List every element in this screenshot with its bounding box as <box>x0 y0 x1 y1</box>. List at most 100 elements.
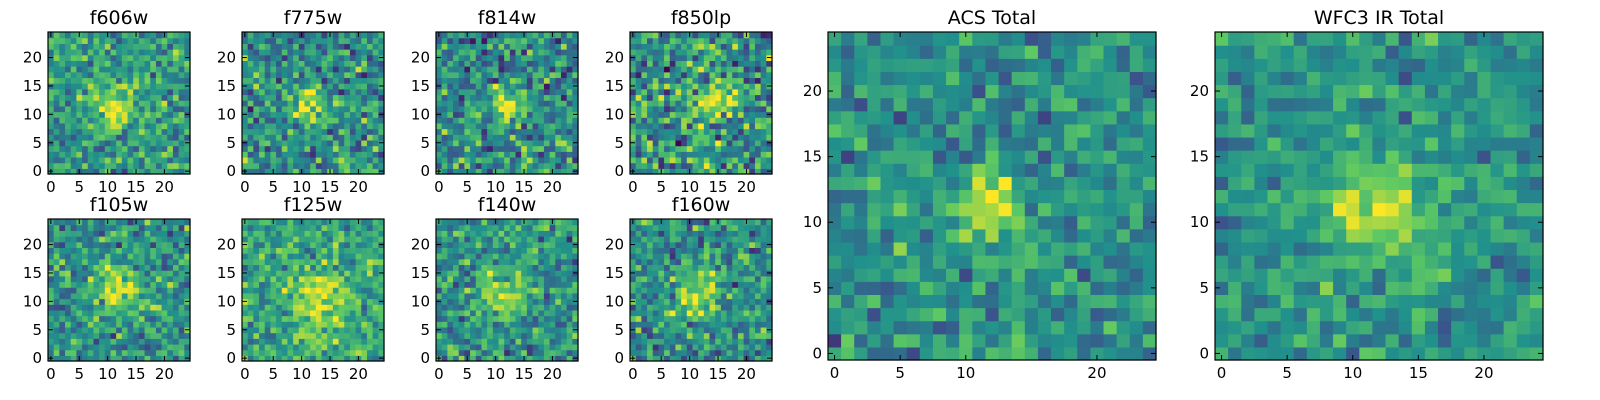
heatmap-cell <box>681 321 688 328</box>
heatmap-cell <box>560 281 568 288</box>
x-tick-label: 10 <box>292 178 311 196</box>
heatmap-cell <box>344 145 351 152</box>
heatmap-cell <box>93 54 100 61</box>
heatmap-cell <box>675 298 682 305</box>
heatmap-cell <box>161 134 168 141</box>
heatmap-cell <box>509 241 517 248</box>
heatmap-cell <box>87 83 95 90</box>
heatmap-cell <box>321 94 328 101</box>
heatmap-cell <box>144 264 151 271</box>
heatmap-cell <box>53 37 60 44</box>
heatmap-cell <box>749 105 756 113</box>
heatmap-cell <box>281 100 289 107</box>
heatmap-cell <box>470 292 477 300</box>
heatmap-cell <box>692 117 699 124</box>
heatmap-cell <box>264 224 271 231</box>
heatmap-cell <box>304 309 311 317</box>
heatmap-cell <box>253 219 260 226</box>
heatmap-cell <box>293 224 300 231</box>
heatmap-cell <box>664 94 671 101</box>
heatmap-cell <box>59 83 66 90</box>
heatmap-cell <box>760 292 767 300</box>
heatmap-cell <box>76 111 83 118</box>
heatmap-cell <box>315 315 323 322</box>
heatmap-cell <box>361 37 368 44</box>
heatmap-cell <box>93 247 100 254</box>
heatmap-cell <box>270 236 277 243</box>
heatmap-cell <box>247 117 254 124</box>
heatmap-cell <box>487 349 494 356</box>
heatmap-cell <box>475 355 483 362</box>
y-tick-label: 20 <box>605 49 624 67</box>
heatmap-cell <box>338 315 345 322</box>
heatmap-cell <box>692 292 699 300</box>
heatmap-cell <box>475 83 483 90</box>
heatmap-cell <box>669 71 677 79</box>
heatmap-cell <box>475 111 483 118</box>
heatmap-cell <box>515 270 522 277</box>
heatmap-cell <box>630 122 637 130</box>
heatmap-cell <box>681 83 688 90</box>
heatmap-cell <box>138 134 146 141</box>
heatmap-cell <box>167 156 174 164</box>
heatmap-cell <box>155 128 163 135</box>
heatmap-cell <box>270 270 277 277</box>
heatmap-cell <box>453 111 460 118</box>
heatmap-cell <box>521 88 528 96</box>
heatmap-cell <box>127 326 134 334</box>
heatmap-cell <box>560 100 568 107</box>
heatmap-cell <box>658 326 665 334</box>
heatmap-cell <box>247 298 254 305</box>
heatmap-cell <box>70 264 77 271</box>
heatmap-cell <box>65 83 72 90</box>
heatmap-cell <box>82 253 89 260</box>
heatmap-cell <box>509 298 517 305</box>
heatmap-cell <box>475 247 483 254</box>
heatmap-cell <box>48 304 55 311</box>
heatmap-cell <box>515 145 522 152</box>
heatmap-cell <box>133 264 140 271</box>
heatmap-cell <box>720 139 728 147</box>
heatmap-cell <box>276 145 283 152</box>
heatmap-cell <box>754 77 762 84</box>
heatmap-cell <box>59 287 66 294</box>
heatmap-cell <box>327 224 334 231</box>
heatmap-cell <box>726 281 733 288</box>
heatmap-cell <box>104 71 112 79</box>
heatmap-cell <box>116 309 123 317</box>
heatmap-cell <box>470 168 477 175</box>
heatmap-cell <box>504 117 511 124</box>
heatmap-cell <box>572 230 579 237</box>
heatmap-cell <box>276 275 283 283</box>
heatmap-cell <box>338 326 345 334</box>
heatmap-cell <box>464 338 471 345</box>
heatmap-cell <box>155 275 163 283</box>
heatmap-cell <box>709 326 716 334</box>
heatmap-cell <box>310 122 317 130</box>
heatmap-cell <box>498 105 505 113</box>
heatmap-cell <box>70 332 77 339</box>
heatmap-cell <box>321 139 328 147</box>
heatmap-cell <box>521 236 528 243</box>
heatmap-cell <box>675 355 682 362</box>
x-tick-label: 10 <box>98 365 117 383</box>
heatmap-cell <box>247 66 254 73</box>
heatmap-cell <box>532 247 539 254</box>
heatmap-cell <box>116 117 123 124</box>
heatmap-cell <box>264 298 271 305</box>
heatmap-cell <box>48 264 55 271</box>
heatmap-cell <box>361 71 368 79</box>
heatmap-cell <box>127 100 134 107</box>
heatmap-cell <box>321 281 328 288</box>
heatmap-cell <box>138 292 146 300</box>
heatmap-cell <box>349 77 357 84</box>
heatmap-cell <box>492 287 500 294</box>
heatmap-cell <box>572 66 579 73</box>
panel-title: f140w <box>478 194 537 216</box>
heatmap-cell <box>361 162 368 169</box>
heatmap-cell <box>344 349 351 356</box>
heatmap-cell <box>127 32 134 39</box>
heatmap-cell <box>184 247 191 254</box>
heatmap-cell <box>464 326 471 334</box>
heatmap-cell <box>515 60 522 67</box>
